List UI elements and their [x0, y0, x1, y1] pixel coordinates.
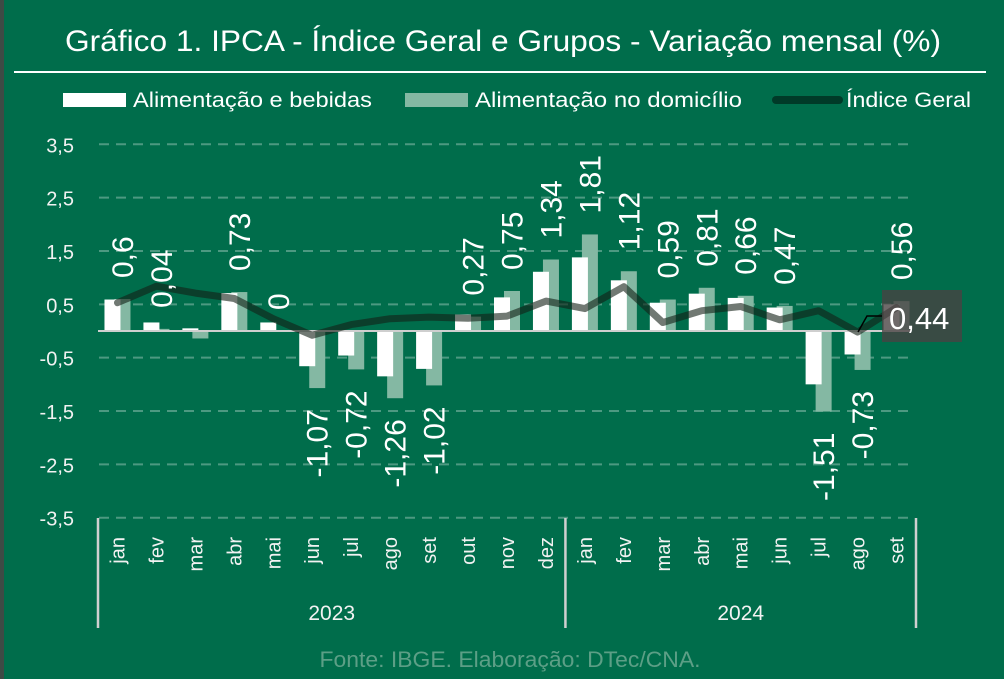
callout-box — [882, 290, 962, 342]
legend-swatch-white-bar — [63, 93, 126, 107]
y-axis: 3,5 2,5 1,5 0,5 -0,5 -1,5 -2,5 -3,5 — [40, 135, 74, 530]
data-label: 0,73 — [224, 213, 257, 271]
data-label: 0,59 — [652, 220, 685, 278]
line-indice-geral — [114, 282, 900, 339]
x-tick-label-month: out — [458, 537, 480, 565]
y-tick-label: 0,5 — [46, 295, 74, 317]
chart-title: Gráfico 1. IPCA - Índice Geral e Grupos … — [65, 25, 941, 58]
left-border — [0, 0, 4, 679]
y-tick-label: 1,5 — [46, 242, 74, 264]
x-tick-label-month: jul — [341, 537, 363, 558]
data-label: 1,12 — [613, 192, 646, 250]
data-label: 1,34 — [535, 180, 568, 238]
bar-alimentacao-e-bebidas — [844, 331, 861, 355]
y-tick-label: -0,5 — [40, 349, 74, 371]
x-tick-label-month: ago — [848, 537, 870, 570]
data-label: 0,27 — [458, 237, 491, 295]
x-tick-label-month: mar — [185, 537, 207, 572]
data-label: 0,6 — [107, 236, 140, 278]
bar-alimentacao-e-bebidas — [805, 331, 822, 385]
data-label: 0,75 — [497, 212, 530, 270]
bar-alimentacao-e-bebidas — [377, 331, 394, 377]
x-tick-label-month: fev — [146, 537, 168, 564]
x-group-label-year: 2023 — [308, 602, 355, 625]
data-label: 0,56 — [886, 222, 919, 280]
bar-alimentacao-e-bebidas — [338, 331, 355, 356]
bar-alimentacao-e-bebidas — [727, 297, 744, 331]
data-label: 0,47 — [769, 227, 802, 285]
bar-alimentacao-e-bebidas — [260, 322, 277, 331]
y-tick-label: 2,5 — [46, 189, 74, 211]
x-tick-label-month: abr — [692, 537, 714, 566]
bar-alimentacao-e-bebidas — [182, 328, 199, 331]
data-label: -0,72 — [341, 390, 374, 458]
x-tick-label-month: jan — [575, 537, 597, 565]
x-tick-label-month: nov — [497, 537, 519, 569]
data-label: 0 — [263, 293, 296, 310]
bar-alimentacao-e-bebidas — [221, 293, 238, 331]
data-label: -1,26 — [380, 419, 413, 487]
y-tick-label: -2,5 — [40, 455, 74, 477]
data-label: -0,73 — [847, 391, 880, 459]
bar-alimentacao-no-domicilio — [192, 331, 209, 339]
x-tick-label-month: jan — [107, 537, 129, 565]
legend-label: Índice Geral — [846, 89, 971, 112]
x-tick-label-month: dez — [536, 537, 558, 569]
legend-swatch-green-bar — [405, 93, 468, 107]
x-tick-label-month: ago — [380, 537, 402, 570]
callout-indice-geral-last: 0,44 — [857, 290, 962, 342]
x-tick-label-month: set — [887, 537, 909, 564]
x-tick-label-month: mai — [263, 537, 285, 569]
callout-value: 0,44 — [889, 301, 949, 336]
legend-item-alimentacao-no-domicilio: Alimentação no domicílio — [405, 89, 742, 112]
legend-item-alimentacao-e-bebidas: Alimentação e bebidas — [63, 89, 372, 112]
bar-alimentacao-e-bebidas — [416, 331, 433, 369]
y-tick-label: -3,5 — [40, 509, 74, 531]
data-label: -1,07 — [302, 409, 335, 477]
x-axis: jan fev mar abr mai jun jul ago set out nov dez jan f… — [96, 518, 918, 628]
x-tick-label-month: abr — [224, 537, 246, 566]
data-label: 0,04 — [146, 249, 179, 307]
data-label: 0,81 — [691, 208, 724, 266]
x-tick-label-month: jun — [302, 537, 324, 565]
bar-alimentacao-e-bebidas — [143, 322, 160, 331]
y-tick-label: 3,5 — [46, 135, 74, 157]
data-label: 1,81 — [574, 155, 607, 213]
source-footer: Fonte: IBGE. Elaboração: DTec/CNA. — [320, 647, 701, 672]
bar-alimentacao-e-bebidas — [104, 299, 121, 331]
legend-label: Alimentação e bebidas — [133, 89, 372, 112]
line-path-indice-geral — [114, 282, 900, 339]
data-label: 0,66 — [730, 216, 763, 274]
y-tick-label: -1,5 — [40, 402, 74, 424]
x-tick-label-month: fev — [614, 537, 636, 564]
x-tick-label-month: jun — [770, 537, 792, 565]
data-label: -1,51 — [808, 433, 841, 501]
x-tick-label-month: set — [419, 537, 441, 564]
legend: Alimentação e bebidas Alimentação no dom… — [63, 89, 971, 112]
bar-alimentacao-e-bebidas — [299, 331, 316, 367]
x-tick-label-month: mai — [731, 537, 753, 569]
data-label: -1,02 — [419, 406, 452, 474]
bar-alimentacao-no-domicilio — [153, 328, 170, 331]
x-tick-label-month: mar — [653, 537, 675, 572]
legend-label: Alimentação no domicílio — [475, 89, 742, 112]
bar-alimentacao-e-bebidas — [571, 257, 588, 331]
callout-leader-line — [857, 315, 882, 333]
x-group-label-year: 2024 — [717, 602, 764, 625]
legend-item-indice-geral: Índice Geral — [772, 89, 971, 112]
x-tick-label-month: jul — [809, 537, 831, 558]
data-labels: 0,6 0,04 0,73 0 -1,07 -0,72 -1,26 -1,02 0,27 0,75… — [107, 155, 919, 501]
